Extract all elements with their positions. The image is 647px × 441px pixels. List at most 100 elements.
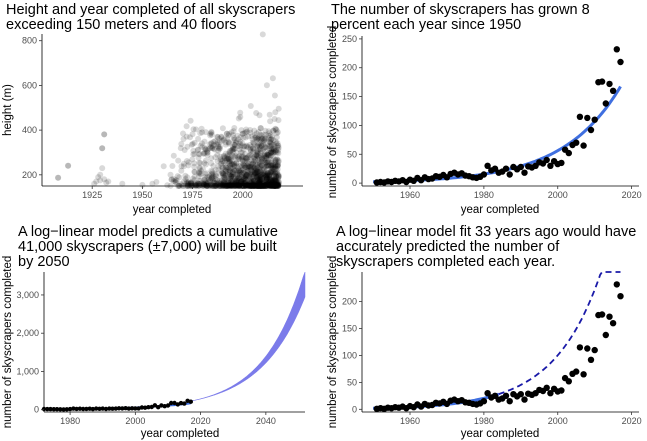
p1-point bbox=[182, 172, 189, 179]
p1-point bbox=[269, 180, 276, 187]
p1-point bbox=[275, 173, 282, 180]
p1-point bbox=[223, 164, 230, 171]
p1-point bbox=[265, 135, 272, 142]
p1-point bbox=[272, 109, 279, 116]
p3-point bbox=[48, 406, 53, 412]
p1-point bbox=[270, 149, 277, 156]
p1-point bbox=[261, 182, 268, 188]
p1-point bbox=[217, 177, 224, 184]
p1-point bbox=[261, 171, 268, 178]
p1-point bbox=[227, 179, 233, 186]
p1-point bbox=[218, 160, 224, 167]
p1-point bbox=[207, 132, 214, 139]
p1-point bbox=[238, 142, 245, 149]
p1-point bbox=[255, 179, 262, 186]
p1-point bbox=[261, 151, 268, 158]
p1-point bbox=[261, 163, 268, 170]
p1-point bbox=[270, 153, 276, 160]
p1-point bbox=[257, 176, 264, 183]
p2-y-tick-label: 250 bbox=[342, 34, 357, 44]
p4-point bbox=[502, 392, 510, 399]
p1-point bbox=[235, 182, 242, 189]
p1-point bbox=[209, 177, 216, 183]
p1-point bbox=[230, 161, 237, 168]
p1-point bbox=[251, 171, 258, 178]
p1-point bbox=[271, 176, 278, 183]
p1-point bbox=[251, 141, 258, 148]
p4-x-ticks: 1960 1980 2000 2020 bbox=[400, 412, 642, 426]
p1-point bbox=[244, 128, 250, 135]
p3-y-axis-label: number of skyscrapers completed bbox=[2, 256, 14, 429]
p1-point bbox=[187, 134, 193, 141]
p1-point bbox=[243, 158, 250, 165]
p1-point bbox=[229, 182, 236, 188]
p1-point bbox=[91, 180, 98, 187]
p1-point bbox=[232, 179, 239, 186]
p1-point bbox=[274, 156, 280, 163]
p1-point bbox=[258, 156, 265, 163]
p1-point bbox=[243, 172, 250, 179]
p1-point bbox=[195, 169, 202, 176]
p1-point bbox=[229, 171, 236, 178]
p1-point bbox=[240, 146, 247, 153]
p1-point bbox=[256, 143, 263, 150]
p1-point bbox=[239, 163, 246, 170]
p2-points bbox=[373, 46, 624, 186]
p1-point bbox=[222, 176, 229, 182]
p1-x-ticks: 1925 1950 1975 2000 bbox=[82, 186, 253, 200]
p2-point bbox=[602, 100, 609, 107]
p4-point bbox=[584, 345, 591, 352]
p1-point bbox=[254, 161, 261, 168]
p1-point bbox=[274, 162, 281, 169]
p1-point bbox=[230, 137, 237, 144]
p1-point bbox=[271, 92, 278, 99]
p1-point bbox=[248, 176, 255, 183]
p3-title-line-3: by 2050 bbox=[18, 254, 70, 270]
p1-point bbox=[164, 182, 171, 189]
p1-point bbox=[232, 152, 239, 159]
p1-point bbox=[241, 182, 248, 189]
p1-point bbox=[255, 146, 262, 153]
p1-point bbox=[260, 169, 267, 176]
p1-point bbox=[207, 130, 214, 137]
p1-point bbox=[216, 146, 223, 153]
p1-point bbox=[232, 142, 239, 149]
p1-point bbox=[247, 166, 254, 173]
p1-point bbox=[259, 152, 266, 159]
p1-point bbox=[255, 168, 261, 175]
p1-point bbox=[266, 162, 273, 169]
p1-point bbox=[244, 182, 251, 188]
p1-point bbox=[233, 160, 240, 167]
p1-point bbox=[253, 130, 260, 137]
p1-point bbox=[256, 165, 263, 171]
p1-point bbox=[220, 136, 227, 143]
p1-point bbox=[263, 82, 270, 89]
p1-point bbox=[103, 179, 110, 186]
p1-point bbox=[253, 152, 260, 159]
p1-point bbox=[222, 162, 229, 169]
p1-point bbox=[254, 152, 260, 159]
p3-point bbox=[188, 399, 193, 404]
p1-point bbox=[228, 173, 235, 179]
p2-point bbox=[591, 116, 598, 123]
p1-point bbox=[249, 139, 256, 146]
p1-point bbox=[170, 176, 177, 182]
p1-point bbox=[257, 168, 264, 175]
p1-point bbox=[267, 138, 273, 145]
p1-point bbox=[252, 171, 259, 177]
p1-point bbox=[272, 138, 279, 145]
p1-point bbox=[196, 165, 203, 172]
p1-point bbox=[275, 150, 282, 157]
p1-point bbox=[198, 182, 204, 189]
p1-point bbox=[201, 160, 208, 167]
p1-point bbox=[232, 167, 239, 174]
p1-point bbox=[250, 145, 256, 152]
p1-point bbox=[258, 174, 264, 181]
p1-point bbox=[239, 169, 246, 176]
p1-point bbox=[214, 139, 221, 146]
p2-y-axis-label: number of skyscrapers completed bbox=[327, 26, 339, 199]
p1-point bbox=[248, 143, 255, 150]
p1-point bbox=[218, 134, 225, 141]
p1-point bbox=[243, 142, 250, 149]
